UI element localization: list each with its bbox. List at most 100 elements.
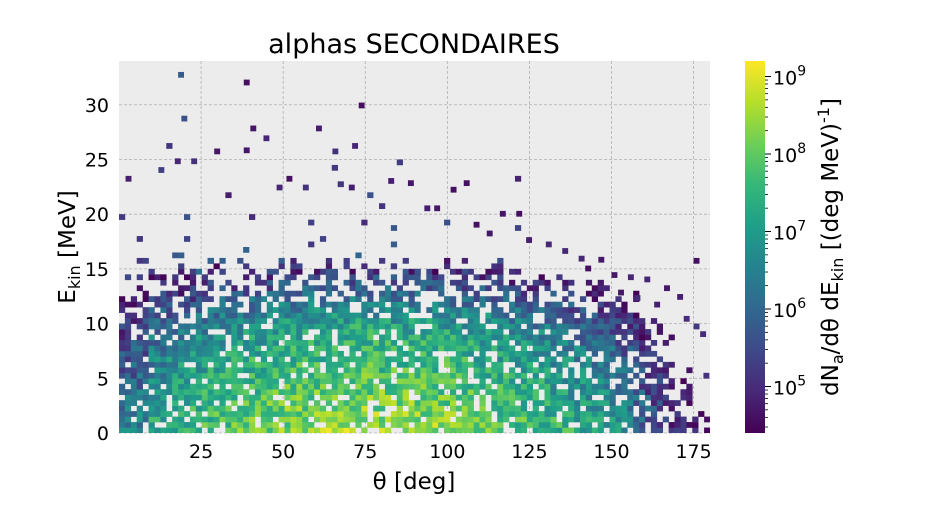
- heatmap-cell: [621, 389, 628, 396]
- heatmap-cell: [172, 356, 179, 363]
- heatmap-cell: [284, 307, 291, 313]
- heatmap-cell: [254, 318, 262, 324]
- heatmap-cell: [249, 361, 256, 368]
- heatmap-cell: [296, 400, 303, 406]
- heatmap-cell: [319, 268, 327, 275]
- heatmap-cell: [195, 312, 203, 319]
- heatmap-cell-sparse: [611, 272, 618, 278]
- heatmap-cell: [373, 383, 380, 390]
- heatmap-cell: [243, 416, 250, 423]
- heatmap-cell: [195, 301, 203, 308]
- heatmap-cell: [136, 285, 143, 292]
- heatmap-cell: [166, 427, 173, 433]
- heatmap-cell: [479, 383, 486, 390]
- heatmap-cell: [119, 422, 126, 428]
- heatmap-cell: [296, 356, 303, 363]
- heatmap-cell: [207, 318, 214, 324]
- heatmap-cell: [473, 296, 480, 303]
- heatmap-cell: [538, 340, 545, 346]
- heatmap-cell: [426, 394, 433, 401]
- heatmap-cell: [680, 394, 687, 401]
- heatmap-cell: [479, 334, 486, 341]
- heatmap-cell: [408, 318, 415, 324]
- heatmap-cell: [473, 383, 480, 390]
- heatmap-cell: [656, 389, 664, 396]
- heatmap-cell: [260, 367, 268, 374]
- heatmap-cell: [178, 301, 185, 308]
- heatmap-cell: [254, 340, 262, 346]
- heatmap-cell: [296, 312, 303, 319]
- heatmap-cell: [461, 422, 468, 428]
- heatmap-cell: [568, 416, 575, 423]
- heatmap-cell: [479, 285, 486, 292]
- heatmap-cell: [609, 312, 616, 319]
- heatmap-cell: [656, 400, 664, 406]
- heatmap-cell: [503, 378, 510, 385]
- heatmap-cell: [473, 372, 480, 379]
- heatmap-cell: [467, 285, 474, 292]
- heatmap-cell: [390, 323, 398, 330]
- heatmap-cell: [526, 361, 533, 368]
- heatmap-cell: [260, 411, 268, 417]
- heatmap-cell: [219, 334, 226, 341]
- heatmap-cell: [184, 307, 191, 313]
- heatmap-cell: [379, 257, 386, 264]
- heatmap-cell: [544, 323, 551, 330]
- heatmap-cell: [119, 296, 126, 303]
- heatmap-cell: [231, 367, 238, 374]
- heatmap-cell: [272, 372, 279, 379]
- heatmap-cell: [124, 350, 132, 357]
- heatmap-cell: [603, 378, 610, 385]
- heatmap-cell: [644, 345, 652, 352]
- heatmap-cell: [585, 378, 593, 385]
- heatmap-cell: [556, 334, 563, 341]
- heatmap-cell: [591, 318, 599, 324]
- heatmap-cell: [579, 345, 587, 352]
- heatmap-cell: [142, 394, 149, 401]
- heatmap-cell: [272, 367, 279, 374]
- heatmap-cell: [597, 389, 604, 396]
- heatmap-cell: [160, 416, 167, 423]
- heatmap-cell: [414, 340, 421, 346]
- heatmap-cell: [538, 334, 545, 341]
- heatmap-cell: [337, 329, 344, 335]
- heatmap-cell: [609, 301, 616, 308]
- heatmap-cell: [633, 340, 640, 346]
- heatmap-cell: [674, 427, 681, 433]
- heatmap-cell: [296, 416, 303, 423]
- heatmap-cell: [384, 318, 392, 324]
- heatmap-cell: [420, 367, 427, 374]
- heatmap-cell: [414, 290, 421, 297]
- heatmap-cell: [308, 301, 315, 308]
- heatmap-cell: [130, 400, 138, 406]
- heatmap-cell: [302, 394, 309, 401]
- heatmap-cell: [178, 350, 185, 357]
- heatmap-cell: [266, 279, 273, 286]
- heatmap-cell: [172, 350, 179, 357]
- heatmap-cell: [390, 241, 398, 248]
- heatmap-cell: [444, 400, 451, 406]
- heatmap-cell: [633, 345, 640, 352]
- heatmap-cell: [479, 274, 486, 281]
- heatmap-cell: [396, 394, 403, 401]
- heatmap-cell: [178, 405, 185, 412]
- heatmap-cell: [373, 340, 380, 346]
- heatmap-cell: [314, 323, 321, 330]
- heatmap-cell: [260, 405, 268, 412]
- heatmap-cell: [213, 378, 220, 385]
- heatmap-cell: [308, 296, 315, 303]
- heatmap-cell: [396, 350, 403, 357]
- heatmap-cell: [650, 383, 658, 390]
- heatmap-cell: [574, 405, 581, 412]
- heatmap-cell-sparse: [585, 265, 592, 272]
- heatmap-cell: [160, 350, 167, 357]
- heatmap-cell: [166, 312, 173, 319]
- heatmap-cell: [225, 296, 232, 303]
- heatmap-cell: [396, 307, 403, 313]
- heatmap-cell: [467, 323, 474, 330]
- heatmap-cell: [166, 334, 173, 341]
- heatmap-cell: [585, 323, 593, 330]
- heatmap-cell: [172, 312, 179, 319]
- heatmap-cell: [166, 323, 173, 330]
- heatmap-cell: [420, 340, 427, 346]
